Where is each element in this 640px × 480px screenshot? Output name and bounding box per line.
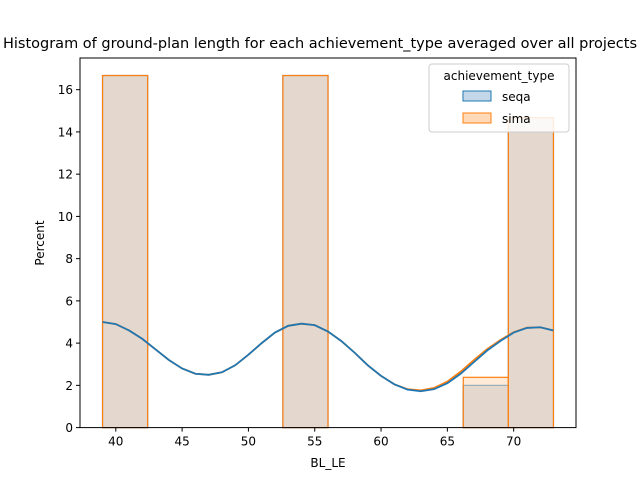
- legend-label-sima: sima: [502, 112, 531, 126]
- bar-sima-8: [462, 376, 509, 429]
- plot-frame: [79, 57, 577, 429]
- bar-sima-9: [507, 117, 555, 429]
- y-axis-label: Percent: [33, 220, 47, 265]
- x-tick-label-70: 70: [506, 435, 521, 449]
- y-tick-label-0: 0: [65, 421, 73, 435]
- y-tick-label-16: 16: [58, 83, 73, 97]
- x-tick-label-60: 60: [373, 435, 388, 449]
- bar-sima-4: [282, 74, 329, 429]
- legend-label-seqa: seqa: [502, 90, 531, 104]
- y-tick-label-2: 2: [65, 379, 73, 393]
- x-axis-ticks: 40 45 50 55 60 65 70: [108, 427, 521, 449]
- y-axis-ticks: 0 2 4 6 8 10 12 14 16: [58, 83, 80, 435]
- legend-swatch-sima: [462, 112, 492, 124]
- legend-swatch-seqa: [462, 90, 492, 102]
- histogram-bars: [101, 74, 555, 429]
- chart-title: Histogram of ground-plan length for each…: [3, 36, 637, 52]
- x-tick-label-50: 50: [241, 435, 256, 449]
- y-tick-label-8: 8: [65, 252, 73, 266]
- y-tick-label-6: 6: [65, 294, 73, 308]
- y-tick-label-4: 4: [65, 337, 73, 351]
- y-tick-label-14: 14: [58, 125, 73, 139]
- y-tick-label-10: 10: [58, 210, 73, 224]
- x-tick-label-55: 55: [307, 435, 322, 449]
- x-axis-label: BL_LE: [310, 456, 345, 470]
- legend: achievement_type seqa sima: [428, 63, 570, 133]
- y-tick-label-12: 12: [58, 168, 73, 182]
- bar-sima-0: [101, 74, 149, 429]
- x-tick-label-45: 45: [174, 435, 189, 449]
- kde-lines: [102, 321, 554, 393]
- kde-line-seqa: [102, 321, 554, 393]
- legend-title: achievement_type: [444, 69, 555, 83]
- x-tick-label-40: 40: [108, 435, 123, 449]
- x-tick-label-65: 65: [440, 435, 455, 449]
